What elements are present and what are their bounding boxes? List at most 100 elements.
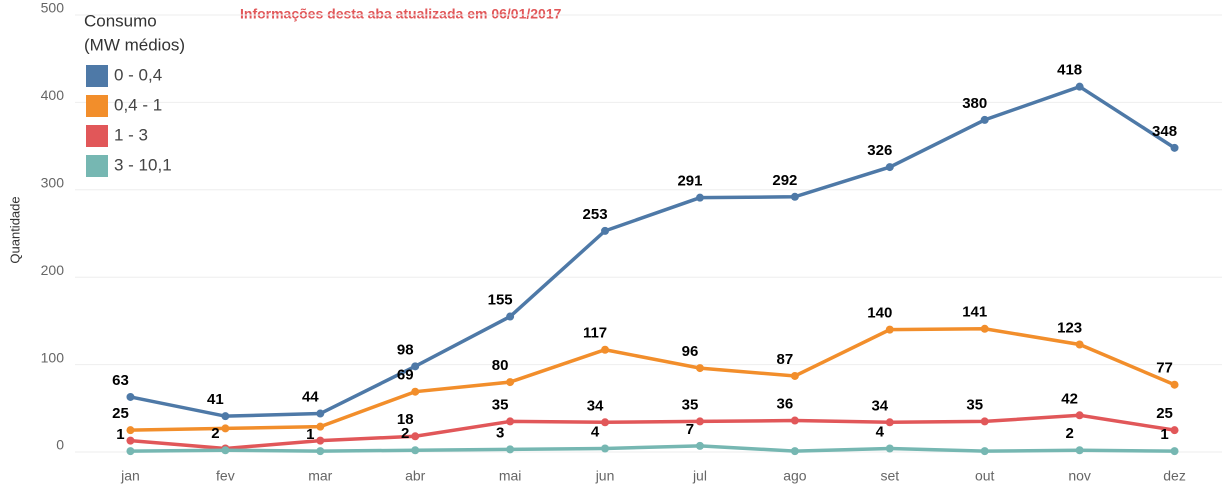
data-label: 4	[591, 423, 600, 440]
y-tick-label: 0	[56, 437, 64, 453]
x-tick-label: out	[975, 468, 995, 484]
point	[506, 445, 515, 454]
legend-swatch	[86, 65, 108, 87]
data-label: 1	[116, 426, 124, 443]
legend-label: 0 - 0,4	[114, 65, 162, 84]
point	[411, 432, 420, 441]
series-line	[130, 84, 1176, 418]
point	[411, 362, 420, 371]
data-label: 348	[1152, 123, 1177, 140]
point	[506, 312, 515, 321]
point	[316, 422, 325, 431]
point	[790, 192, 799, 201]
data-label: 155	[488, 291, 513, 308]
point	[790, 447, 799, 456]
series-line	[130, 327, 1176, 432]
point	[126, 447, 135, 456]
point	[411, 387, 420, 396]
data-label: 253	[583, 206, 608, 223]
point	[601, 444, 610, 453]
data-label: 18	[397, 411, 414, 428]
data-label: 3	[496, 424, 504, 441]
legend-swatch	[86, 155, 108, 177]
y-tick-label: 400	[41, 87, 65, 103]
point	[126, 392, 135, 401]
point	[885, 444, 894, 453]
point	[1170, 426, 1179, 435]
x-tick-label: set	[880, 468, 899, 484]
x-tick-label: mar	[308, 468, 332, 484]
point	[601, 345, 610, 354]
data-label: 35	[966, 396, 983, 413]
data-label: 36	[777, 396, 794, 413]
x-tick-label: dez	[1163, 468, 1186, 484]
point	[1170, 447, 1179, 456]
y-axis-label: Quantidade	[7, 196, 22, 263]
data-label: 25	[1156, 405, 1173, 422]
x-tick-label: jun	[595, 468, 615, 484]
data-label: 34	[587, 397, 604, 414]
point	[790, 371, 799, 380]
data-label: 77	[1156, 360, 1173, 377]
x-tick-label: fev	[216, 468, 235, 484]
data-label: 326	[867, 142, 892, 159]
data-label: 69	[397, 367, 414, 384]
series-line	[130, 444, 1175, 453]
x-tick-label: abr	[405, 468, 426, 484]
point	[126, 426, 135, 435]
point	[506, 417, 515, 426]
point	[221, 424, 230, 433]
point	[695, 364, 704, 373]
data-label: 2	[1065, 425, 1073, 442]
point	[221, 446, 230, 455]
data-label: 380	[962, 95, 987, 112]
data-label: 63	[112, 372, 129, 389]
x-tick-label: jul	[692, 468, 707, 484]
point	[980, 417, 989, 426]
data-label: 291	[677, 173, 702, 190]
y-tick-label: 500	[41, 0, 65, 16]
x-tick-label: nov	[1068, 468, 1091, 484]
data-label: 7	[686, 421, 694, 438]
data-label: 1	[306, 426, 314, 443]
point	[980, 447, 989, 456]
data-label: 4	[876, 423, 885, 440]
x-tick-label: ago	[783, 468, 807, 484]
point	[885, 325, 894, 334]
legend-title: Consumo	[84, 11, 157, 30]
data-label: 35	[492, 396, 509, 413]
legend-swatch	[86, 125, 108, 147]
data-label: 1	[1160, 426, 1168, 443]
point	[506, 378, 515, 387]
annotation: Informações desta aba atualizada em 06/0…	[240, 6, 562, 22]
point	[316, 409, 325, 418]
point	[1075, 446, 1084, 455]
y-tick-label: 200	[41, 262, 65, 278]
data-label: 87	[777, 351, 794, 368]
data-label: 292	[772, 172, 797, 189]
data-label: 98	[397, 341, 414, 358]
legend-title: (MW médios)	[84, 35, 185, 54]
data-label: 2	[401, 425, 409, 442]
point	[316, 436, 325, 445]
data-label: 418	[1057, 62, 1082, 79]
point	[980, 324, 989, 333]
point	[885, 163, 894, 172]
data-label: 141	[962, 304, 987, 321]
point	[695, 441, 704, 450]
y-tick-label: 100	[41, 349, 65, 365]
data-label: 35	[682, 396, 699, 413]
point	[1075, 82, 1084, 91]
point	[1075, 411, 1084, 420]
point	[695, 193, 704, 202]
point	[885, 418, 894, 427]
series-line	[130, 413, 1175, 451]
data-label: 140	[867, 305, 892, 322]
legend-label: 0,4 - 1	[114, 95, 162, 114]
point	[601, 226, 610, 235]
data-label: 2	[211, 425, 219, 442]
data-label: 25	[112, 405, 129, 422]
point	[221, 412, 230, 421]
data-label: 117	[583, 325, 607, 342]
data-label: 44	[302, 389, 319, 406]
